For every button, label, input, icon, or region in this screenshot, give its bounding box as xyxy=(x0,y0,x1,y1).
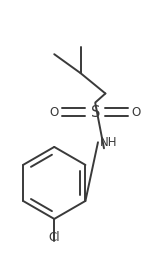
Text: Cl: Cl xyxy=(48,231,60,244)
Text: O: O xyxy=(50,106,59,119)
Text: S: S xyxy=(91,105,100,120)
Text: O: O xyxy=(132,106,141,119)
Text: NH: NH xyxy=(100,136,117,149)
